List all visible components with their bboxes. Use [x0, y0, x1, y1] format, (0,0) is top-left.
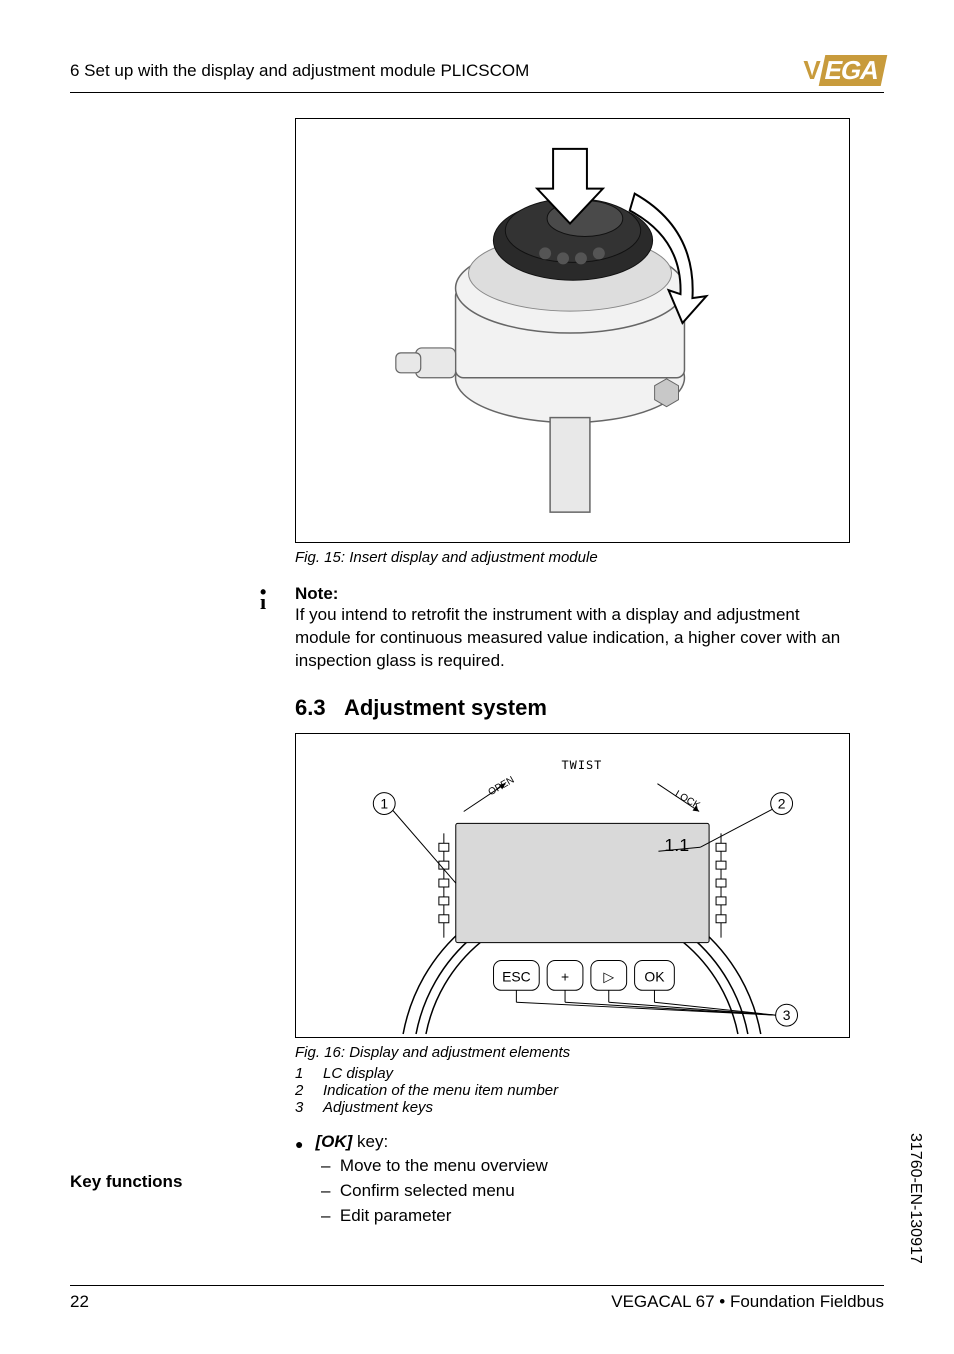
- ok-key-label: [OK]: [315, 1132, 352, 1151]
- page-header: 6 Set up with the display and adjustment…: [70, 55, 884, 93]
- section-number: 6.3: [295, 695, 326, 720]
- ok-subitem-text: Edit parameter: [340, 1206, 452, 1225]
- info-icon: •ı: [260, 586, 266, 608]
- plus-button-label: +: [561, 968, 569, 984]
- ok-subitem: – Move to the menu overview: [295, 1154, 850, 1179]
- note-title: Note:: [295, 584, 850, 604]
- legend-text: Indication of the menu item number: [323, 1082, 558, 1099]
- logo-v: V: [803, 55, 819, 86]
- ok-subitem: – Edit parameter: [295, 1204, 850, 1229]
- twist-label: TWIST: [562, 758, 603, 772]
- figure-16-frame: TWIST OPEN LOCK 1.1: [295, 733, 850, 1038]
- section-title: Adjustment system: [344, 695, 547, 720]
- callout-1: 1: [380, 795, 388, 811]
- key-functions-sidebar-label: Key functions: [70, 1172, 182, 1192]
- ok-subitem-text: Move to the menu overview: [340, 1156, 548, 1175]
- figure-15-frame: [295, 118, 850, 543]
- legend-item: 3 Adjustment keys: [295, 1099, 850, 1116]
- callout-3: 3: [783, 1007, 791, 1023]
- figure-16-legend: 1 LC display 2 Indication of the menu it…: [295, 1065, 850, 1116]
- legend-text: LC display: [323, 1065, 393, 1082]
- ok-key-suffix: key:: [352, 1132, 388, 1151]
- footer-doc-title: VEGACAL 67 • Foundation Fieldbus: [611, 1292, 884, 1312]
- page-footer: 22 VEGACAL 67 • Foundation Fieldbus: [70, 1285, 884, 1312]
- ok-button-label: OK: [644, 968, 665, 984]
- callout-2: 2: [778, 795, 786, 811]
- lcd-value: 1.1: [664, 835, 689, 855]
- legend-item: 1 LC display: [295, 1065, 850, 1082]
- ok-subitem-text: Confirm selected menu: [340, 1181, 515, 1200]
- header-section-label: 6 Set up with the display and adjustment…: [70, 61, 529, 81]
- note-text: If you intend to retrofit the instrument…: [295, 604, 850, 673]
- figure-16-illustration: TWIST OPEN LOCK 1.1: [296, 734, 849, 1037]
- legend-num: 3: [295, 1099, 309, 1116]
- vega-logo: V EGA: [803, 55, 884, 86]
- legend-num: 1: [295, 1065, 309, 1082]
- figure-15-caption: Fig. 15: Insert display and adjustment m…: [295, 549, 850, 566]
- page-number: 22: [70, 1292, 89, 1312]
- figure-15-illustration: [296, 119, 849, 542]
- ok-subitem: – Confirm selected menu: [295, 1179, 850, 1204]
- figure-16-caption: Fig. 16: Display and adjustment elements: [295, 1044, 850, 1061]
- ok-key-item: ● [OK] key:: [295, 1130, 850, 1155]
- next-button-label: ▷: [603, 968, 614, 984]
- content-column: Fig. 15: Insert display and adjustment m…: [295, 118, 850, 1228]
- vertical-document-id: 31760-EN-130917: [906, 1133, 924, 1264]
- legend-num: 2: [295, 1082, 309, 1099]
- esc-button-label: ESC: [502, 968, 531, 984]
- lock-label: LOCK: [673, 788, 702, 811]
- note-block: •ı Note: If you intend to retrofit the i…: [295, 584, 850, 673]
- legend-item: 2 Indication of the menu item number: [295, 1082, 850, 1099]
- key-functions-list: ● [OK] key: – Move to the menu overview …: [295, 1130, 850, 1229]
- section-6-3-heading: 6.3 Adjustment system: [295, 695, 850, 721]
- legend-text: Adjustment keys: [323, 1099, 433, 1116]
- logo-ega: EGA: [818, 55, 887, 86]
- bullet-icon: ●: [295, 1134, 303, 1155]
